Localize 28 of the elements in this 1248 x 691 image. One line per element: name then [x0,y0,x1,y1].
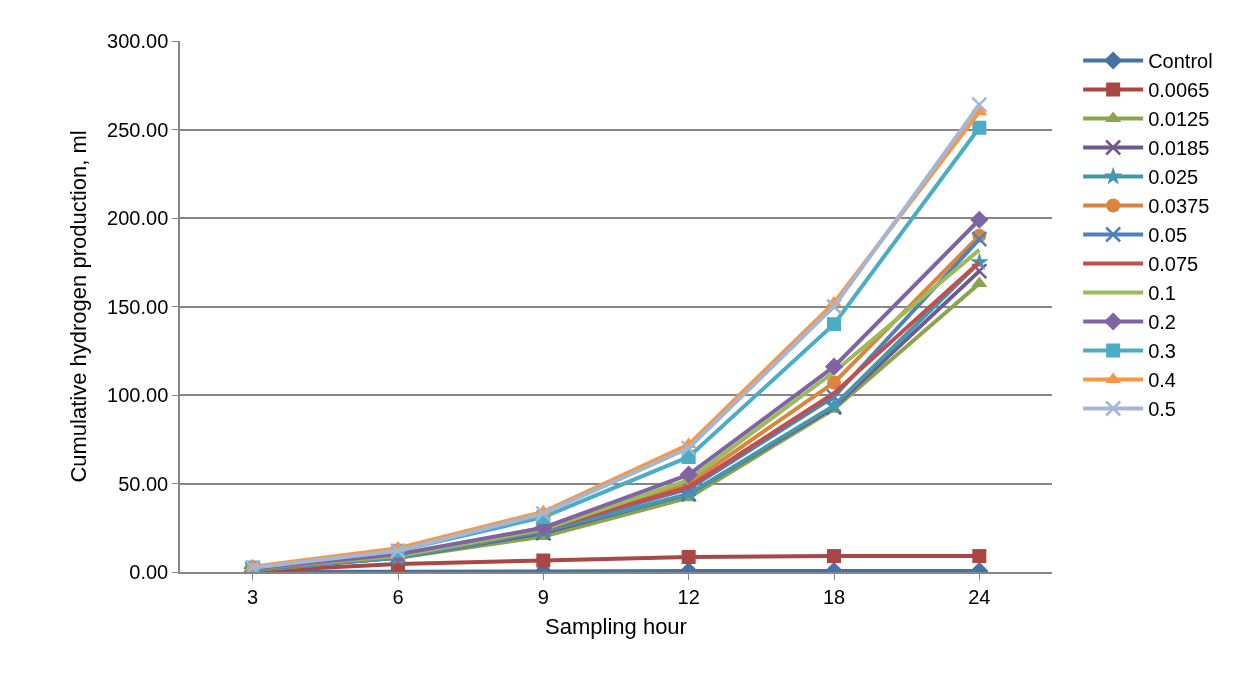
x-tick-label: 24 [968,585,991,608]
legend-label: 0.075 [1148,253,1199,276]
legend-label: 0.4 [1148,369,1176,392]
legend-label: 0.5 [1148,398,1176,421]
y-tick-label: 200.00 [107,207,169,229]
legend-label: 0.3 [1148,340,1176,363]
legend-label: 0.05 [1148,224,1188,247]
x-axis-title: Sampling hour [545,614,687,640]
y-tick-label: 300.00 [107,30,169,52]
x-tick-label: 12 [677,585,700,608]
x-tick-label: 3 [247,585,259,608]
x-tick-label: 18 [822,585,846,608]
y-tick-label: 100.00 [107,384,169,406]
y-tick-label: 250.00 [107,118,169,141]
legend-label: 0.0065 [1148,79,1210,102]
legend-label: 0.025 [1148,166,1199,189]
legend-label: 0.0375 [1148,195,1210,218]
legend-label: 0.2 [1148,311,1176,334]
x-tick-label: 9 [537,585,549,608]
y-axis-title: Cumulative hydrogen production, ml [66,130,92,483]
legend-label: Control [1148,50,1213,73]
y-tick-label: 150.00 [107,295,169,318]
x-tick-label: 6 [392,585,404,608]
y-tick-label: 0.00 [129,561,169,583]
legend-label: 0.0185 [1148,137,1210,160]
legend-label: 0.1 [1148,282,1176,305]
legend-label: 0.0125 [1148,108,1210,131]
y-tick-label: 50.00 [118,472,169,495]
